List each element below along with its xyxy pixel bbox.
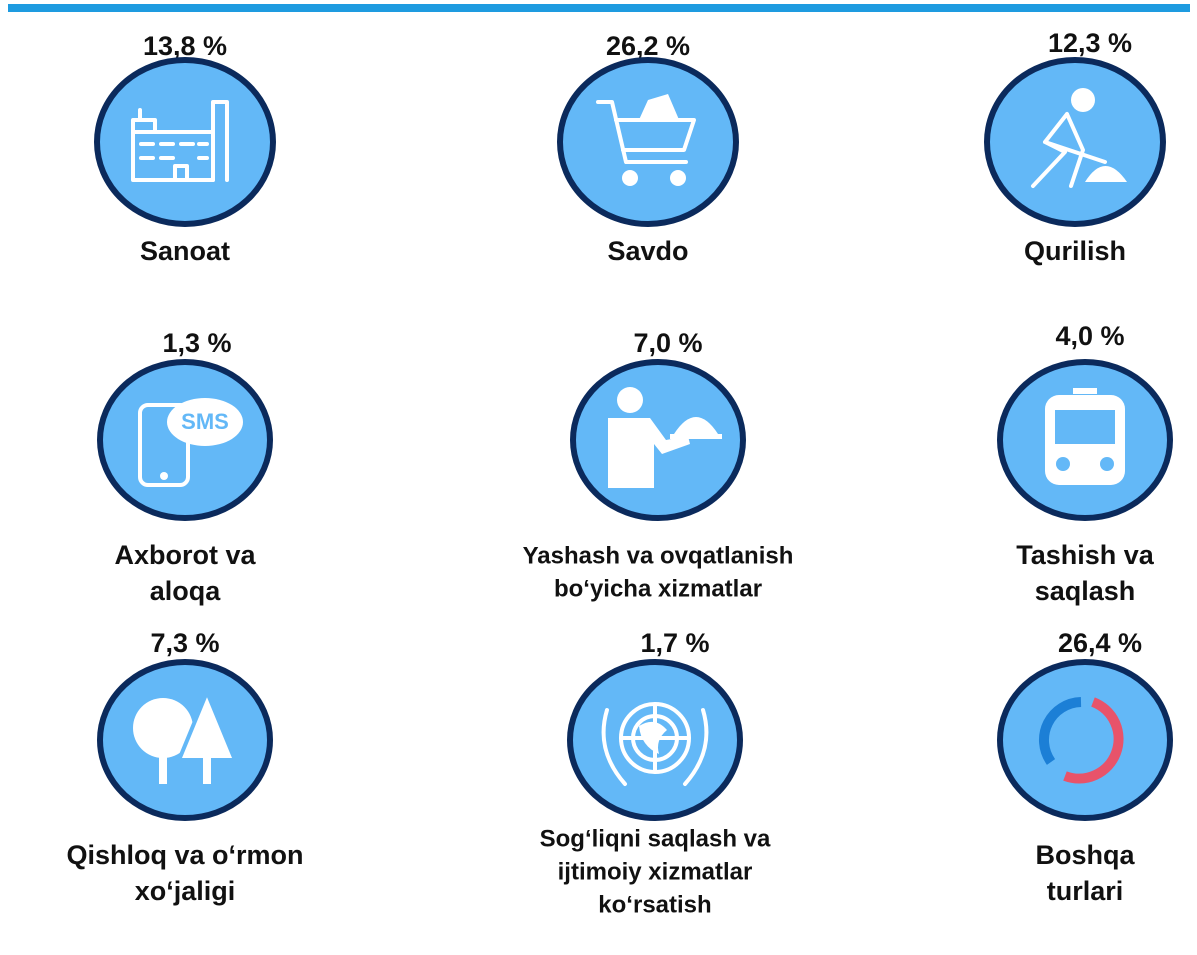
icon-part [1038, 697, 1082, 765]
icon: SMS [138, 398, 243, 487]
item-label: Qishloq va o‘rmon [66, 840, 303, 870]
icon [133, 686, 238, 784]
icon-part [1085, 166, 1127, 182]
icon-part [1056, 457, 1070, 471]
item-value: 4,0 % [1055, 321, 1124, 351]
item-card: 7,3 % Qishloq va o‘rmon xo‘jaligi [66, 628, 303, 906]
icon-part [1100, 457, 1114, 471]
icon-part [160, 472, 168, 480]
icon-part [670, 434, 722, 439]
icon-part [622, 170, 638, 186]
icon [1045, 388, 1125, 485]
icon [131, 100, 229, 182]
icon-part [608, 418, 690, 488]
icon-part [674, 417, 718, 434]
icon-part [639, 721, 667, 754]
item-value: 26,4 % [1058, 628, 1142, 658]
item-card: 4,0 % Tashish va saqlash [997, 321, 1173, 606]
icon-part [159, 750, 167, 784]
item-label: Tashish va [1016, 540, 1155, 570]
item-label: xo‘jaligi [135, 876, 236, 906]
item-value: 1,7 % [640, 628, 709, 658]
icon-part [139, 142, 209, 182]
item-label: Savdo [607, 236, 688, 266]
item-label: Boshqa [1035, 840, 1135, 870]
icon [601, 702, 709, 786]
icon [596, 94, 696, 186]
icon-part [1071, 88, 1095, 112]
icon-part [1031, 112, 1107, 188]
item-value: 7,0 % [633, 328, 702, 358]
icon-part [1073, 388, 1097, 394]
item-label: Sanoat [140, 236, 230, 266]
item-label: Axborot va [114, 540, 256, 570]
item-value: 13,8 % [143, 31, 227, 61]
item-card: 26,2 % Savdo [557, 31, 739, 266]
icon-part [203, 758, 211, 784]
icon-part [133, 698, 193, 758]
icon [1031, 88, 1127, 188]
icon-part [131, 100, 229, 182]
icon-part [596, 100, 688, 164]
item-label: ijtimoiy xizmatlar [558, 858, 753, 885]
icon-part [167, 398, 243, 446]
item-value: 7,3 % [150, 628, 219, 658]
item-label: Sog‘liqni saqlash va [540, 825, 771, 852]
icon-part [1055, 410, 1115, 444]
icon-part [617, 387, 643, 413]
item-card: 12,3 % Qurilish [984, 28, 1166, 266]
item-card: 1,3 % SMS Axborot va aloqa [97, 328, 273, 606]
item-card: 26,4 % Boshqa turlari [997, 628, 1173, 906]
item-value: 1,3 % [162, 328, 231, 358]
item-label: aloqa [150, 576, 222, 606]
item-label: saqlash [1035, 576, 1136, 606]
icon-circle [997, 659, 1173, 821]
icon-circle [557, 57, 739, 227]
icon-part [1063, 697, 1124, 784]
icon [608, 387, 722, 488]
icon [1038, 697, 1124, 784]
item-value: 26,2 % [606, 31, 690, 61]
item-card: 1,7 % Sog‘liqni saqlash va ijtimoiy xizmat… [540, 628, 771, 918]
icon-circle [984, 57, 1166, 227]
item-label: ko‘rsatish [598, 891, 711, 918]
icon-part [670, 170, 686, 186]
item-card: 7,0 % Yashash va ovqatlanish bo‘yicha xizm… [523, 328, 794, 602]
icon-part [638, 94, 680, 122]
item-card: 13,8 % Sanoat [94, 31, 276, 266]
icon-part: SMS [181, 409, 229, 434]
item-value: 12,3 % [1048, 28, 1132, 58]
item-label: Yashash va ovqatlanish [523, 542, 794, 569]
item-label: bo‘yicha xizmatlar [554, 575, 762, 602]
icon-part [138, 403, 190, 487]
item-label: turlari [1047, 876, 1124, 906]
item-label: Qurilish [1024, 236, 1126, 266]
